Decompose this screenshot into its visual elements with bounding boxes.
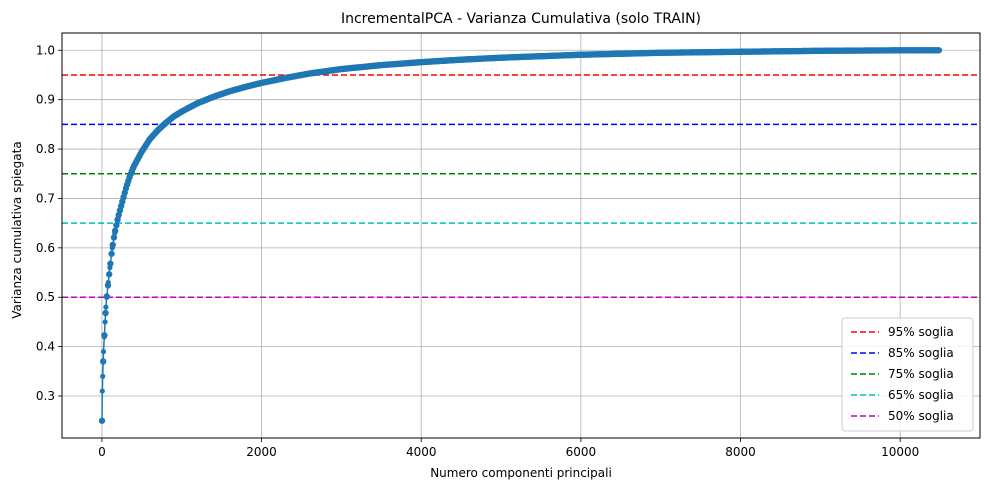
x-tick-label: 10000 [881, 445, 919, 459]
y-tick-label: 0.7 [36, 191, 55, 205]
y-tick-label: 0.8 [36, 142, 55, 156]
chart-title: IncrementalPCA - Varianza Cumulativa (so… [341, 11, 701, 27]
y-axis: 0.3 0.4 0.5 0.6 0.7 0.8 0.9 1.0 [36, 43, 62, 403]
y-tick-label: 0.9 [36, 93, 55, 107]
series-point [112, 230, 118, 236]
y-tick-label: 1.0 [36, 43, 55, 57]
series-point [110, 234, 118, 241]
series-point [101, 334, 107, 340]
plot-frame [61, 32, 981, 439]
x-tick-label: 4000 [406, 445, 437, 459]
series-point [102, 319, 108, 325]
series-point [109, 245, 115, 251]
x-tick-label: 8000 [725, 445, 756, 459]
x-tick-label: 6000 [566, 445, 597, 459]
y-tick-label: 0.6 [36, 241, 55, 255]
series-point [108, 250, 115, 257]
legend-label: 75% soglia [888, 367, 954, 381]
y-axis-label: Varianza cumulativa spiegata [10, 141, 24, 318]
series-markers [98, 47, 943, 424]
series-point [127, 173, 133, 179]
series-point [105, 271, 113, 278]
series-point [123, 185, 129, 192]
series-point [107, 265, 113, 271]
series-point [119, 200, 125, 206]
series-point [103, 304, 109, 310]
legend: 95% soglia 85% soglia 75% soglia 65% soglia… [841, 317, 974, 432]
series-point [105, 279, 111, 286]
legend-label: 85% soglia [888, 346, 954, 360]
y-tick-label: 0.4 [36, 340, 55, 354]
series [98, 47, 943, 424]
series-point [115, 215, 121, 221]
series-point [100, 348, 107, 355]
series-point [113, 222, 120, 229]
series-point [104, 294, 110, 300]
x-tick-label: 0 [98, 445, 106, 459]
y-tick-label: 0.5 [36, 290, 55, 304]
series-point [935, 47, 943, 54]
legend-label: 50% soglia [888, 409, 954, 423]
x-axis: 0 2000 4000 6000 8000 10000 [98, 438, 919, 459]
series-point [99, 358, 107, 365]
legend-label: 95% soglia [888, 325, 954, 339]
series-point [131, 163, 137, 169]
x-axis-label: Numero componenti principali [430, 466, 612, 480]
legend-label: 65% soglia [888, 388, 954, 402]
x-tick-label: 2000 [246, 445, 277, 459]
y-tick-label: 0.3 [36, 389, 55, 403]
series-point [102, 309, 109, 317]
series-point [100, 373, 106, 379]
threshold-lines [62, 74, 980, 298]
series-point [99, 388, 105, 394]
series-point [99, 418, 105, 424]
legend-box [841, 317, 974, 432]
